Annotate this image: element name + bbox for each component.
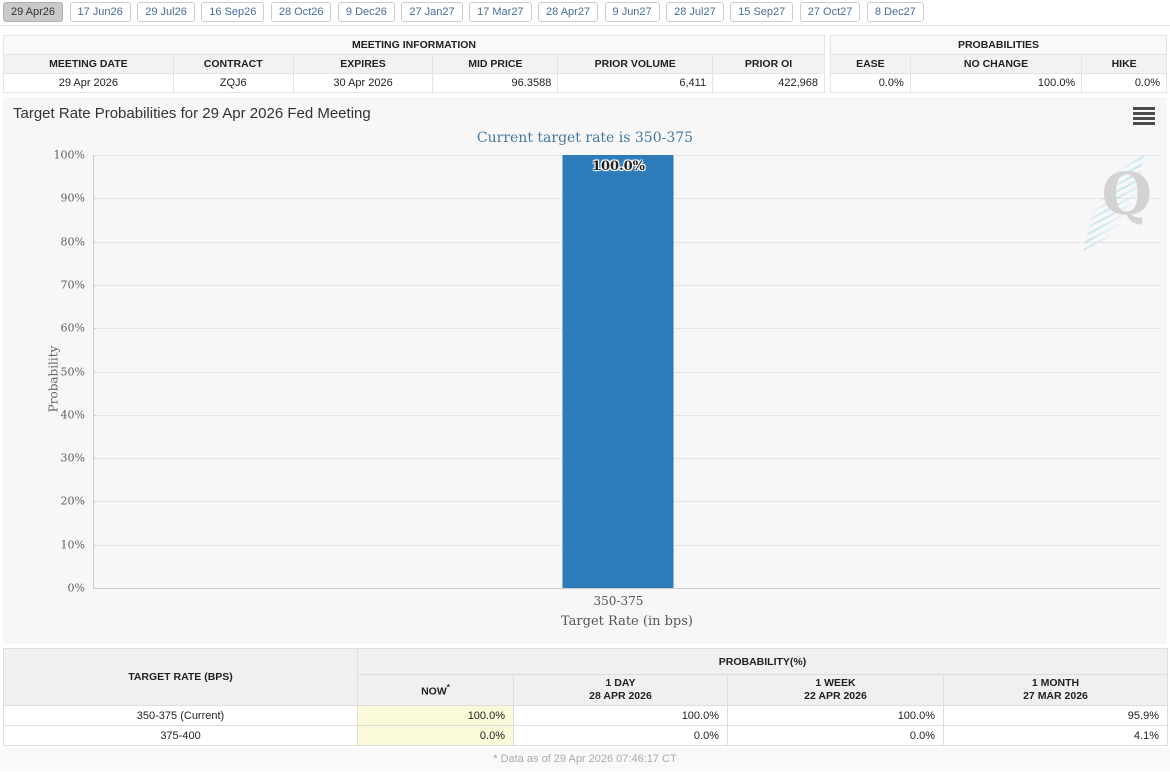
y-axis-tick: 50% bbox=[60, 365, 85, 378]
col-1-day: 1 DAY 28 APR 2026 bbox=[513, 674, 728, 706]
tab-meeting-date[interactable]: 9 Dec26 bbox=[337, 2, 395, 22]
tab-meeting-date[interactable]: 16 Sep26 bbox=[201, 2, 265, 22]
tab-meeting-date[interactable]: 28 Oct26 bbox=[270, 2, 332, 22]
tab-meeting-date[interactable]: 29 Jul26 bbox=[137, 2, 195, 22]
now-asterisk: * bbox=[446, 683, 450, 693]
probability-bar-350-375[interactable]: 100.0% bbox=[562, 155, 674, 588]
week-probability: 100.0% bbox=[727, 705, 944, 726]
prior-volume-value: 6,411 bbox=[557, 73, 714, 93]
month-probability: 4.1% bbox=[943, 725, 1168, 746]
col-no-change: NO CHANGE bbox=[909, 54, 1083, 74]
watermark-q-icon: Q bbox=[1101, 160, 1152, 228]
day-probability: 100.0% bbox=[513, 705, 728, 726]
y-axis-tick: 90% bbox=[60, 191, 85, 205]
tab-meeting-date[interactable]: 8 Dec27 bbox=[866, 2, 924, 22]
meeting-information-table: MEETING INFORMATION MEETING DATE CONTRAC… bbox=[3, 35, 825, 93]
data-as-of-footnote: * Data as of 29 Apr 2026 07:46:17 CT bbox=[0, 748, 1170, 771]
target-rate-probability-table: TARGET RATE (BPS) PROBABILITY(%) NOW* 1 … bbox=[3, 648, 1168, 746]
col-contract: CONTRACT bbox=[172, 54, 294, 74]
probabilities-title: PROBABILITIES bbox=[830, 35, 1167, 55]
bar-data-label: 100.0% bbox=[591, 159, 645, 174]
x-axis-tick: 350-375 bbox=[593, 594, 644, 608]
hike-value: 0.0% bbox=[1081, 73, 1167, 93]
tab-meeting-date[interactable]: 29 Apr26 bbox=[3, 2, 64, 22]
tab-meeting-date[interactable]: 28 Apr27 bbox=[538, 2, 599, 22]
group-header-probability: PROBABILITY(%) bbox=[357, 648, 1168, 675]
rate-range-label: 375-400 bbox=[3, 725, 358, 746]
table-row: 375-400 0.0% 0.0% 0.0% 4.1% bbox=[3, 725, 1168, 746]
contract-value: ZQJ6 bbox=[172, 73, 294, 93]
target-rate-chart: Target Rate Probabilities for 29 Apr 202… bbox=[3, 97, 1167, 644]
y-axis-tick: 40% bbox=[60, 408, 85, 422]
meeting-date-value: 29 Apr 2026 bbox=[3, 73, 174, 93]
tab-meeting-date[interactable]: 28 Jul27 bbox=[666, 2, 724, 22]
meeting-date-tabbar: 29 Apr26 17 Jun26 29 Jul26 16 Sep26 28 O… bbox=[0, 0, 1170, 26]
col-prior-volume: PRIOR VOLUME bbox=[557, 54, 714, 74]
tab-meeting-date[interactable]: 27 Jan27 bbox=[401, 2, 463, 22]
quikstrike-watermark: Q bbox=[1083, 152, 1158, 252]
y-axis-tick: 20% bbox=[60, 494, 85, 508]
probabilities-table: PROBABILITIES EASE NO CHANGE HIKE 0.0% 1… bbox=[830, 35, 1167, 93]
tab-meeting-date[interactable]: 17 Jun26 bbox=[69, 2, 131, 22]
chart-subtitle: Current target rate is 350-375 bbox=[476, 130, 694, 146]
tab-meeting-date[interactable]: 15 Sep27 bbox=[730, 2, 794, 22]
y-axis-tick: 30% bbox=[60, 451, 85, 465]
x-axis-title: Target Rate (in bps) bbox=[560, 614, 694, 629]
y-axis-tick: 100% bbox=[53, 148, 85, 162]
col-prior-oi: PRIOR OI bbox=[712, 54, 825, 74]
probabilities-row: 0.0% 100.0% 0.0% bbox=[830, 73, 1167, 93]
top-tables: MEETING INFORMATION MEETING DATE CONTRAC… bbox=[0, 35, 1170, 93]
mid-price-value: 96.3588 bbox=[432, 73, 559, 93]
col-expires: EXPIRES bbox=[292, 54, 434, 74]
y-axis-tick: 0% bbox=[67, 581, 85, 595]
day-probability: 0.0% bbox=[513, 725, 728, 746]
col-target-rate-bps: TARGET RATE (BPS) bbox=[3, 648, 358, 706]
table-row: 350-375 (Current) 100.0% 100.0% 100.0% 9… bbox=[3, 705, 1168, 726]
y-axis-tick: 80% bbox=[60, 235, 85, 249]
chart-title: Target Rate Probabilities for 29 Apr 202… bbox=[13, 105, 371, 122]
rate-range-label: 350-375 (Current) bbox=[3, 705, 358, 726]
y-axis-tick: 10% bbox=[60, 538, 85, 552]
tab-meeting-date[interactable]: 9 Jun27 bbox=[604, 2, 660, 22]
col-hike: HIKE bbox=[1081, 54, 1167, 74]
meeting-info-title: MEETING INFORMATION bbox=[3, 35, 825, 55]
no-change-value: 100.0% bbox=[909, 73, 1083, 93]
col-ease: EASE bbox=[830, 54, 911, 74]
col-now: NOW* bbox=[357, 674, 514, 706]
now-probability: 100.0% bbox=[357, 705, 514, 726]
col-1-month: 1 MONTH 27 MAR 2026 bbox=[943, 674, 1168, 706]
tab-meeting-date[interactable]: 17 Mar27 bbox=[469, 2, 532, 22]
y-axis-tick: 60% bbox=[60, 321, 85, 335]
chart-context-menu-icon[interactable] bbox=[1133, 107, 1155, 127]
week-probability: 0.0% bbox=[727, 725, 944, 746]
col-meeting-date: MEETING DATE bbox=[3, 54, 174, 74]
prior-oi-value: 422,968 bbox=[712, 73, 825, 93]
y-axis-title: Probability bbox=[46, 345, 61, 412]
expires-value: 30 Apr 2026 bbox=[292, 73, 434, 93]
col-1-week: 1 WEEK 22 APR 2026 bbox=[727, 674, 944, 706]
ease-value: 0.0% bbox=[830, 73, 911, 93]
col-mid-price: MID PRICE bbox=[432, 54, 559, 74]
meeting-info-row: 29 Apr 2026 ZQJ6 30 Apr 2026 96.3588 6,4… bbox=[3, 73, 825, 93]
month-probability: 95.9% bbox=[943, 705, 1168, 726]
plot-area: 100% 90% 80% 70% 60% 50% 40% 30% 20% 10%… bbox=[46, 149, 1160, 629]
now-probability: 0.0% bbox=[357, 725, 514, 746]
y-axis-tick: 70% bbox=[60, 278, 85, 292]
tab-meeting-date[interactable]: 27 Oct27 bbox=[799, 2, 861, 22]
